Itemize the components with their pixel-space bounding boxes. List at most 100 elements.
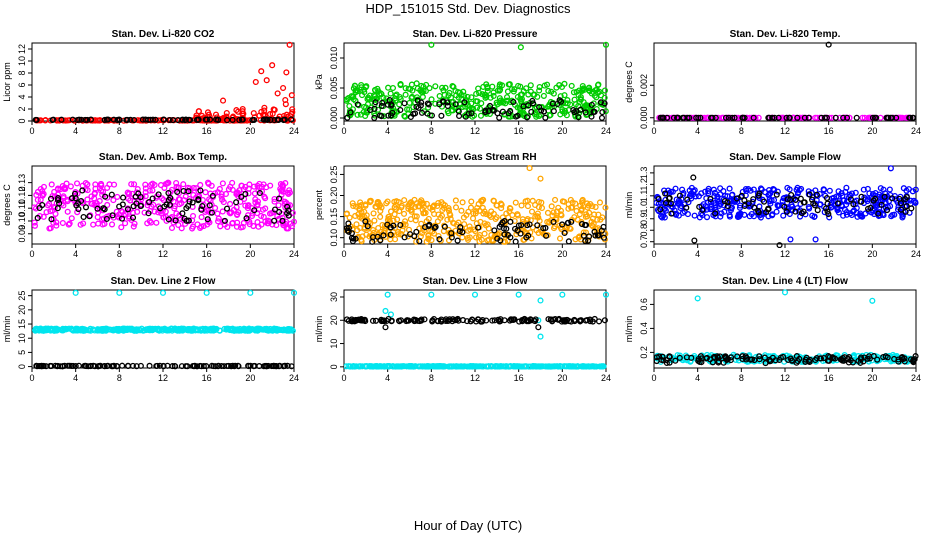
data-point <box>536 112 543 120</box>
data-point <box>559 291 566 298</box>
data-point <box>414 97 421 104</box>
x-tick-label: 20 <box>245 373 255 383</box>
data-point <box>131 220 138 227</box>
data-point <box>404 317 411 324</box>
data-point <box>847 196 854 203</box>
data-point <box>392 97 399 104</box>
data-point <box>32 219 38 226</box>
data-point <box>660 114 667 121</box>
data-point <box>110 197 117 204</box>
data-point <box>387 231 394 238</box>
data-point <box>861 114 868 121</box>
data-point <box>57 363 64 370</box>
data-point <box>895 358 902 365</box>
data-point <box>505 363 512 370</box>
data-point <box>563 363 571 370</box>
data-point <box>404 106 411 113</box>
panel-title: Stan. Dev. Li-820 Temp. <box>730 29 841 40</box>
data-point <box>506 317 513 324</box>
data-point <box>676 199 683 206</box>
data-point <box>578 206 585 213</box>
x-tick-label: 16 <box>824 249 834 259</box>
data-point <box>220 363 228 370</box>
panel-title: Stan. Dev. Line 3 Flow <box>423 276 528 287</box>
data-point <box>858 198 865 205</box>
data-point <box>410 316 417 323</box>
data-point <box>52 210 59 217</box>
data-point <box>68 215 75 222</box>
data-point <box>564 100 571 107</box>
data-point <box>654 206 661 214</box>
data-point <box>893 114 900 121</box>
data-point <box>424 100 431 107</box>
data-point <box>420 87 427 94</box>
data-point <box>401 197 408 204</box>
data-point <box>897 206 905 213</box>
data-point <box>47 225 54 232</box>
y-axis-label: ml/min <box>624 192 634 219</box>
data-point <box>264 116 271 123</box>
data-point <box>575 234 582 241</box>
data-point <box>850 201 857 208</box>
panel-title: Stan. Dev. Gas Stream RH <box>413 152 536 163</box>
panel-6: Stan. Dev. Sample Flow 0 4 8 12 16 20 24 0.70.80… <box>624 152 921 259</box>
data-point <box>261 193 268 200</box>
data-point <box>876 209 883 216</box>
x-tick-label: 8 <box>117 373 122 383</box>
data-point <box>432 223 439 230</box>
data-point <box>251 207 258 214</box>
data-point <box>435 232 442 240</box>
plot-frame <box>31 42 295 122</box>
data-point <box>690 174 697 181</box>
data-point <box>444 216 451 223</box>
data-point <box>379 99 386 106</box>
data-point <box>385 112 392 119</box>
data-point <box>142 189 149 196</box>
data-point <box>590 108 597 115</box>
data-point <box>499 219 506 226</box>
data-point <box>496 114 503 121</box>
data-point <box>110 327 117 334</box>
data-point <box>77 221 84 228</box>
data-point <box>286 41 293 48</box>
data-point <box>349 200 356 207</box>
data-point <box>401 100 408 107</box>
data-point <box>408 202 415 209</box>
data-point <box>91 191 98 198</box>
data-point <box>355 316 362 323</box>
x-tick-label: 24 <box>911 373 921 383</box>
data-point <box>775 114 782 121</box>
data-point <box>280 84 287 92</box>
data-point <box>452 204 460 211</box>
data-point <box>556 235 564 242</box>
y-axis-label: Licor ppm <box>2 62 12 102</box>
data-point <box>853 114 860 121</box>
data-point <box>438 212 446 219</box>
data-point <box>534 222 541 229</box>
data-point <box>400 210 408 217</box>
data-point <box>356 206 364 213</box>
data-point <box>43 209 50 216</box>
data-point <box>805 357 812 365</box>
data-point <box>756 356 763 363</box>
data-point <box>507 218 514 225</box>
data-point <box>580 229 587 236</box>
data-point <box>269 62 276 69</box>
data-point <box>514 212 521 219</box>
data-point <box>37 196 44 203</box>
data-point <box>830 355 837 362</box>
data-point <box>728 354 735 361</box>
data-point <box>407 113 414 121</box>
data-point <box>569 363 576 370</box>
data-point <box>418 201 425 208</box>
data-point <box>468 110 475 117</box>
data-point <box>195 108 202 115</box>
data-point <box>806 205 813 212</box>
data-point <box>81 327 88 334</box>
data-point <box>185 188 192 195</box>
data-point <box>73 326 80 333</box>
data-point <box>387 90 394 97</box>
data-point <box>425 232 432 239</box>
data-point <box>423 81 430 88</box>
data-point <box>817 355 824 362</box>
